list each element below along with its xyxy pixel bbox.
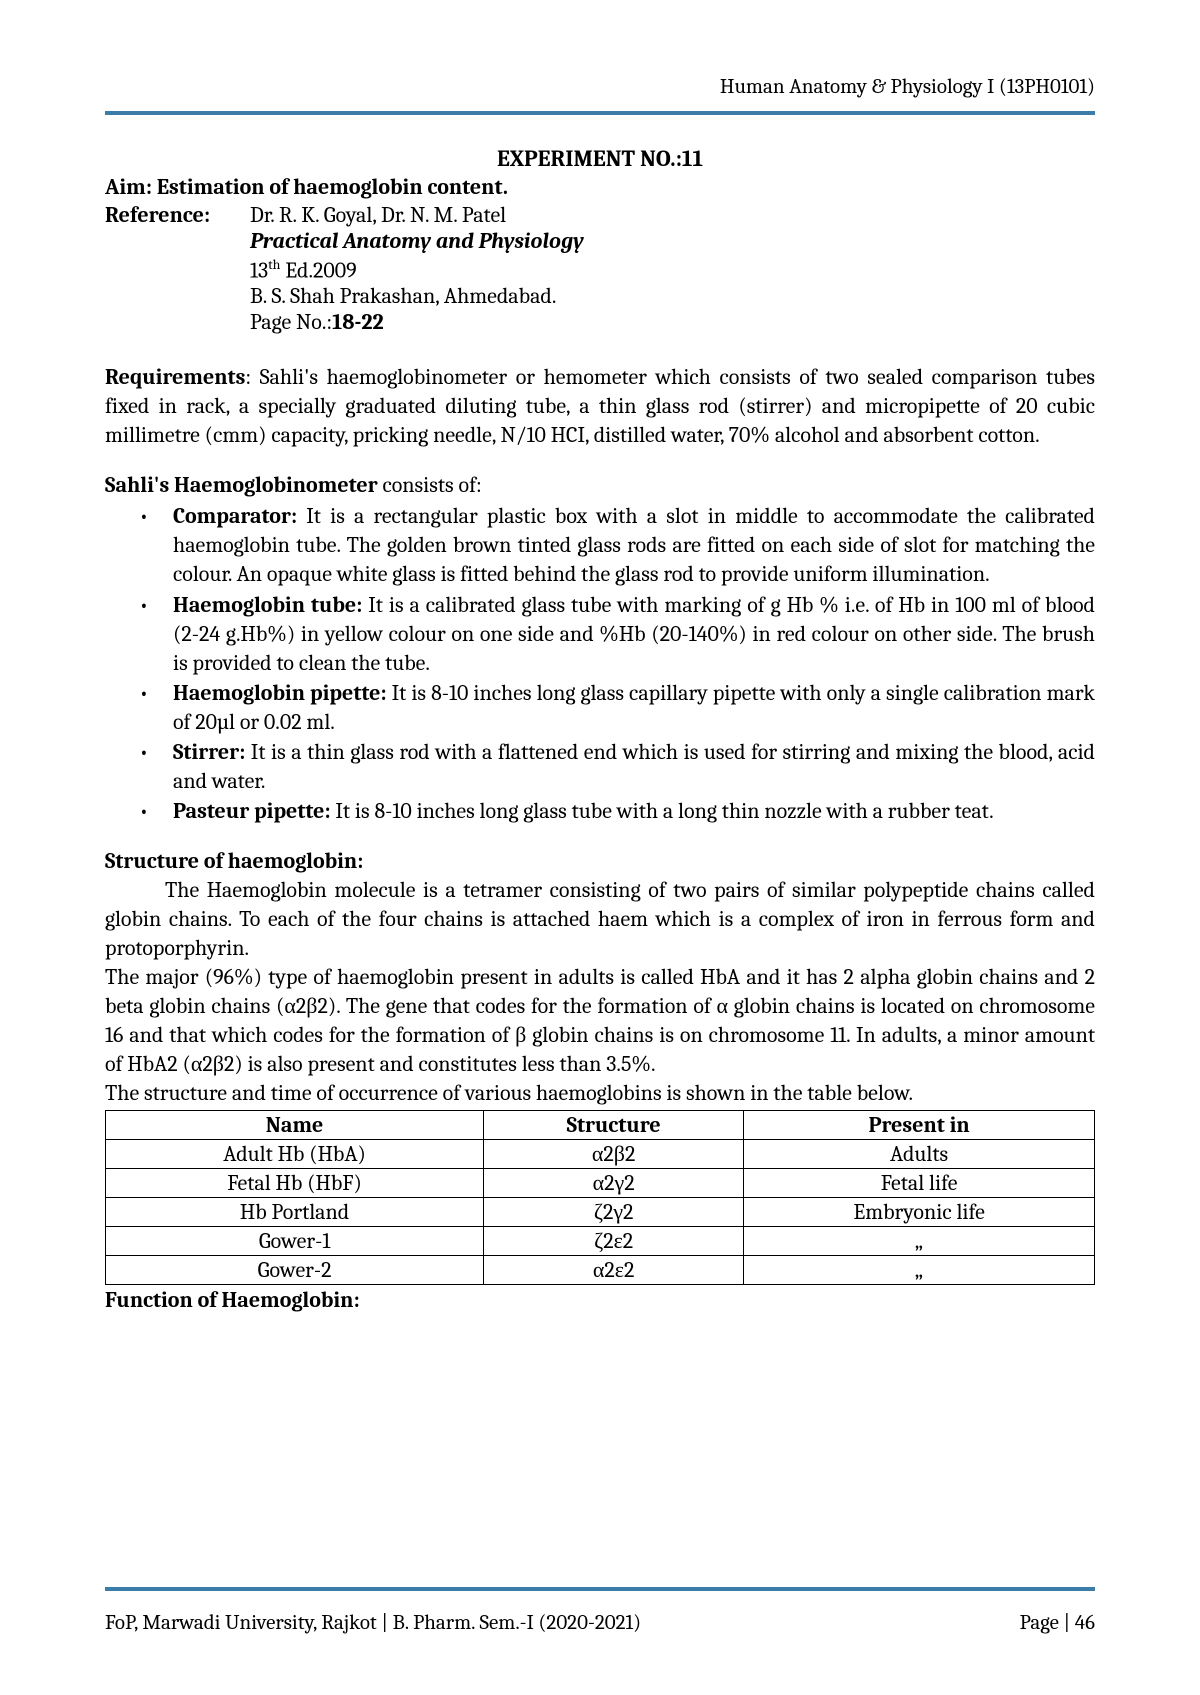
table-cell: Gower-2: [106, 1256, 484, 1285]
footer-left: FoP, Marwadi University, Rajkot | B. Pha…: [105, 1611, 641, 1635]
table-cell: Gower-1: [106, 1227, 484, 1256]
requirements-text: : Sahli's haemoglobinometer or hemometer…: [105, 364, 1095, 448]
reference-edition: 13th Ed.2009: [250, 256, 584, 283]
table-cell: „: [744, 1256, 1095, 1285]
table-cell: Hb Portland: [106, 1198, 484, 1227]
table-header: Name: [106, 1111, 484, 1140]
list-item: Comparator: It is a rectangular plastic …: [173, 502, 1095, 589]
sahli-heading-bold: Sahli's Haemoglobinometer: [105, 472, 378, 498]
table-cell: Fetal Hb (HbF): [106, 1169, 484, 1198]
table-row: Hb Portland ζ2γ2 Embryonic life: [106, 1198, 1095, 1227]
reference-publisher: B. S. Shah Prakashan, Ahmedabad.: [250, 283, 584, 309]
list-item: Haemoglobin tube: It is a calibrated gla…: [173, 591, 1095, 678]
page-header: Human Anatomy & Physiology I (13PH0101): [105, 75, 1095, 99]
page-footer: FoP, Marwadi University, Rajkot | B. Pha…: [105, 1569, 1095, 1635]
table-row: Gower-1 ζ2ε2 „: [106, 1227, 1095, 1256]
table-cell: α2ε2: [484, 1256, 744, 1285]
list-item: Haemoglobin pipette: It is 8-10 inches l…: [173, 679, 1095, 737]
item-label: Haemoglobin tube:: [173, 592, 362, 618]
page-label: Page No.:: [250, 309, 332, 335]
page-value: 18-22: [332, 309, 383, 335]
table-header-row: Name Structure Present in: [106, 1111, 1095, 1140]
experiment-title: EXPERIMENT NO.:11: [105, 145, 1095, 172]
table-cell: Adult Hb (HbA): [106, 1140, 484, 1169]
edition-year: Ed.2009: [280, 257, 356, 283]
components-list: Comparator: It is a rectangular plastic …: [105, 502, 1095, 825]
item-text: It is a rectangular plastic box with a s…: [173, 503, 1095, 587]
item-text: It is a thin glass rod with a flattened …: [173, 739, 1095, 794]
edition-num: 13: [250, 257, 268, 283]
sahli-heading-rest: consists of:: [378, 472, 482, 498]
structure-p3: The structure and time of occurrence of …: [105, 1079, 1095, 1108]
item-label: Comparator:: [173, 503, 297, 529]
item-label: Stirrer:: [173, 739, 245, 765]
table-cell: Fetal life: [744, 1169, 1095, 1198]
edition-sup: th: [268, 256, 280, 273]
item-text: It is 8-10 inches long glass tube with a…: [331, 798, 994, 824]
table-cell: α2β2: [484, 1140, 744, 1169]
requirements-label: Requirements: [105, 364, 245, 390]
reference-label: Reference:: [105, 202, 250, 335]
table-row: Gower-2 α2ε2 „: [106, 1256, 1095, 1285]
sahli-heading: Sahli's Haemoglobinometer consists of:: [105, 472, 1095, 498]
table-cell: Adults: [744, 1140, 1095, 1169]
reference-body: Dr. R. K. Goyal, Dr. N. M. Patel Practic…: [250, 202, 584, 335]
footer-right: Page | 46: [1020, 1611, 1095, 1635]
reference-page: Page No.:18-22: [250, 309, 584, 335]
structure-p2: The major (96%) type of haemoglobin pres…: [105, 963, 1095, 1079]
haemoglobin-table: Name Structure Present in Adult Hb (HbA)…: [105, 1110, 1095, 1285]
item-label: Pasteur pipette:: [173, 798, 331, 824]
table-row: Fetal Hb (HbF) α2γ2 Fetal life: [106, 1169, 1095, 1198]
header-rule: [105, 111, 1095, 115]
reference-authors: Dr. R. K. Goyal, Dr. N. M. Patel: [250, 202, 584, 228]
table-header: Present in: [744, 1111, 1095, 1140]
footer-rule: [105, 1587, 1095, 1591]
table-header: Structure: [484, 1111, 744, 1140]
reference-block: Reference: Dr. R. K. Goyal, Dr. N. M. Pa…: [105, 202, 1095, 335]
requirements-para: Requirements: Sahli's haemoglobinometer …: [105, 363, 1095, 450]
table-cell: Embryonic life: [744, 1198, 1095, 1227]
item-label: Haemoglobin pipette:: [173, 680, 387, 706]
table-row: Adult Hb (HbA) α2β2 Adults: [106, 1140, 1095, 1169]
list-item: Stirrer: It is a thin glass rod with a f…: [173, 738, 1095, 796]
reference-book: Practical Anatomy and Physiology: [250, 228, 584, 254]
structure-p1: The Haemoglobin molecule is a tetramer c…: [105, 876, 1095, 963]
table-cell: α2γ2: [484, 1169, 744, 1198]
table-cell: ζ2ε2: [484, 1227, 744, 1256]
table-cell: ζ2γ2: [484, 1198, 744, 1227]
table-cell: „: [744, 1227, 1095, 1256]
structure-heading: Structure of haemoglobin:: [105, 848, 1095, 874]
aim-line: Aim: Estimation of haemoglobin content.: [105, 174, 1095, 200]
function-heading: Function of Haemoglobin:: [105, 1287, 1095, 1313]
list-item: Pasteur pipette: It is 8-10 inches long …: [173, 797, 1095, 826]
